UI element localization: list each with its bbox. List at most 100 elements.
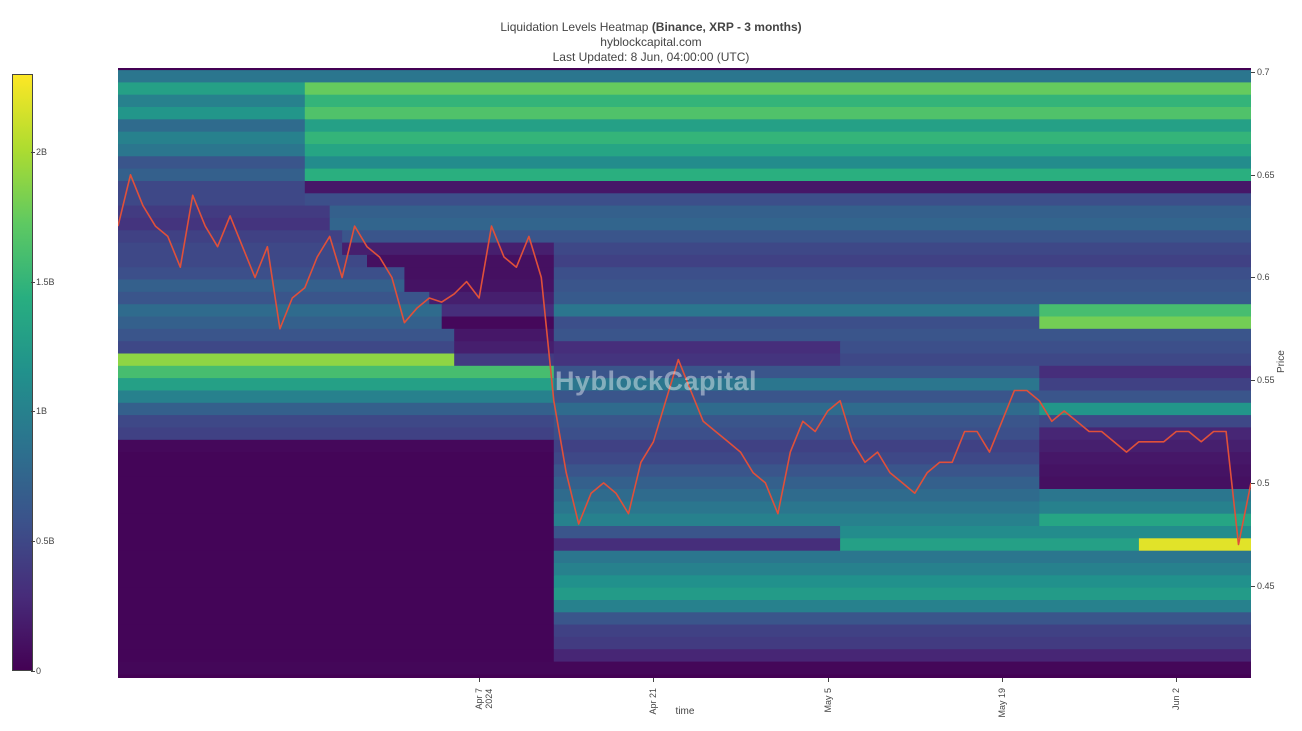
y-tick-label: 0.7 — [1257, 67, 1270, 78]
heatmap-cell — [304, 144, 1251, 157]
heatmap-cell — [553, 254, 1251, 268]
heatmap-cell — [1039, 513, 1251, 527]
colorbar-tick-label: 1.5B — [36, 276, 55, 287]
heatmap-cell — [553, 452, 1040, 465]
heatmap-cell — [1039, 489, 1251, 502]
heatmap-cell — [118, 119, 306, 133]
y-tick-mark — [1251, 277, 1255, 279]
heatmap-cell — [840, 353, 1251, 367]
colorbar-tick-mark — [31, 671, 35, 672]
heatmap-cell — [118, 587, 555, 601]
y-tick-label: 0.6 — [1257, 272, 1270, 283]
heatmap-cell — [118, 464, 555, 478]
heatmap-cell — [553, 304, 1040, 318]
heatmap-cell — [553, 353, 841, 367]
heatmap-cell — [1039, 378, 1251, 391]
heatmap-cell — [553, 550, 1251, 564]
y-axis-title: Price — [1276, 350, 1287, 373]
last-updated: Last Updated: 8 Jun, 04:00:00 (UTC) — [552, 50, 750, 64]
heatmap-cell — [118, 452, 555, 465]
heatmap-cell — [1039, 464, 1251, 478]
heatmap-cell — [118, 612, 555, 626]
heatmap-cell — [118, 600, 555, 613]
heatmap-cell — [553, 624, 1251, 638]
heatmap-cell — [1039, 415, 1251, 428]
chart-title: Liquidation Levels Heatmap (Binance, XRP… — [0, 20, 1302, 35]
heatmap-cell — [840, 341, 1251, 355]
heatmap-cell — [1039, 439, 1251, 453]
heatmap-cell — [118, 217, 331, 231]
x-tick-label-line: Apr 21 — [648, 688, 659, 715]
heatmap-cell — [553, 267, 1251, 281]
heatmap-cell — [118, 513, 555, 527]
heatmap-cell — [118, 341, 455, 355]
heatmap-cell — [118, 230, 343, 244]
heatmap-cell — [553, 415, 1040, 428]
heatmap-cell — [553, 341, 841, 355]
heatmap-cell — [118, 131, 306, 145]
x-tick-label-line: Jun 2 — [1171, 688, 1182, 711]
x-tick-mark — [1001, 678, 1003, 682]
heatmap-cell — [118, 193, 306, 207]
heatmap-cell — [553, 636, 1251, 650]
colorbar-tick-mark — [31, 281, 35, 283]
heatmap-cell — [304, 168, 1251, 182]
heatmap-cell — [454, 328, 555, 342]
heatmap-cell — [553, 476, 1040, 490]
heatmap-cell — [553, 242, 1251, 256]
heatmap-cell — [840, 538, 1140, 552]
heatmap-cell — [1039, 402, 1251, 416]
heatmap-cell — [441, 304, 555, 318]
x-tick-mark — [827, 678, 829, 682]
colorbar-tick-label: 1B — [36, 406, 48, 417]
x-tick-label-line: May 5 — [822, 688, 833, 713]
x-tick-mark — [1176, 678, 1178, 682]
heatmap-cell — [304, 82, 1251, 96]
colorbar — [12, 74, 33, 671]
heatmap-cell — [304, 119, 1251, 133]
heatmap-cell — [553, 279, 1251, 293]
heatmap-cell — [1039, 390, 1251, 404]
heatmap-cell — [118, 353, 455, 367]
x-tick-label: Apr 7 2024 — [474, 688, 494, 710]
heatmap-cell — [553, 390, 1040, 404]
heatmap-cell — [404, 279, 555, 293]
heatmap-cell — [118, 538, 555, 552]
heatmap-cell — [118, 70, 1251, 83]
y-tick-label: 0.65 — [1257, 169, 1275, 180]
heatmap-cell — [118, 279, 405, 293]
heatmap-cell — [553, 464, 1040, 478]
x-tick-label-line: 2024 — [484, 688, 495, 709]
heatmap-cell — [118, 390, 555, 404]
heatmap-cell — [553, 587, 1251, 601]
chart-subtitle: hyblockcapital.com — [600, 35, 702, 49]
heatmap-cell — [553, 316, 1040, 330]
heatmap-cell — [1039, 476, 1251, 490]
chart-title-block: Liquidation Levels Heatmap (Binance, XRP… — [0, 20, 1302, 65]
heatmap-cell — [553, 489, 1040, 502]
y-tick-mark — [1251, 482, 1255, 484]
heatmap-cell — [118, 550, 555, 564]
heatmap-cell — [553, 538, 841, 552]
heatmap-cell — [1039, 304, 1251, 318]
heatmap-plot-area[interactable]: HyblockCapital — [118, 68, 1251, 678]
heatmap-cell — [118, 427, 555, 441]
heatmap-cell — [118, 649, 555, 663]
heatmap-cell — [553, 328, 1251, 342]
heatmap-cell — [118, 636, 555, 650]
heatmap-cell — [553, 513, 1040, 527]
heatmap-cell — [118, 94, 306, 108]
x-tick-label: Jun 2 — [1171, 688, 1181, 710]
heatmap-cell — [118, 144, 306, 157]
heatmap-cell — [329, 217, 1251, 231]
heatmap-cell — [553, 563, 1251, 576]
heatmap-cell — [118, 254, 368, 268]
colorbar-tick-mark — [31, 411, 35, 413]
heatmap-cell — [553, 612, 1251, 626]
heatmap-cell — [118, 415, 555, 428]
x-tick-mark — [479, 678, 481, 682]
y-tick-mark — [1251, 380, 1255, 382]
heatmap-cell — [1039, 452, 1251, 465]
heatmap-cell — [553, 291, 1251, 305]
heatmap-cell — [367, 254, 555, 268]
